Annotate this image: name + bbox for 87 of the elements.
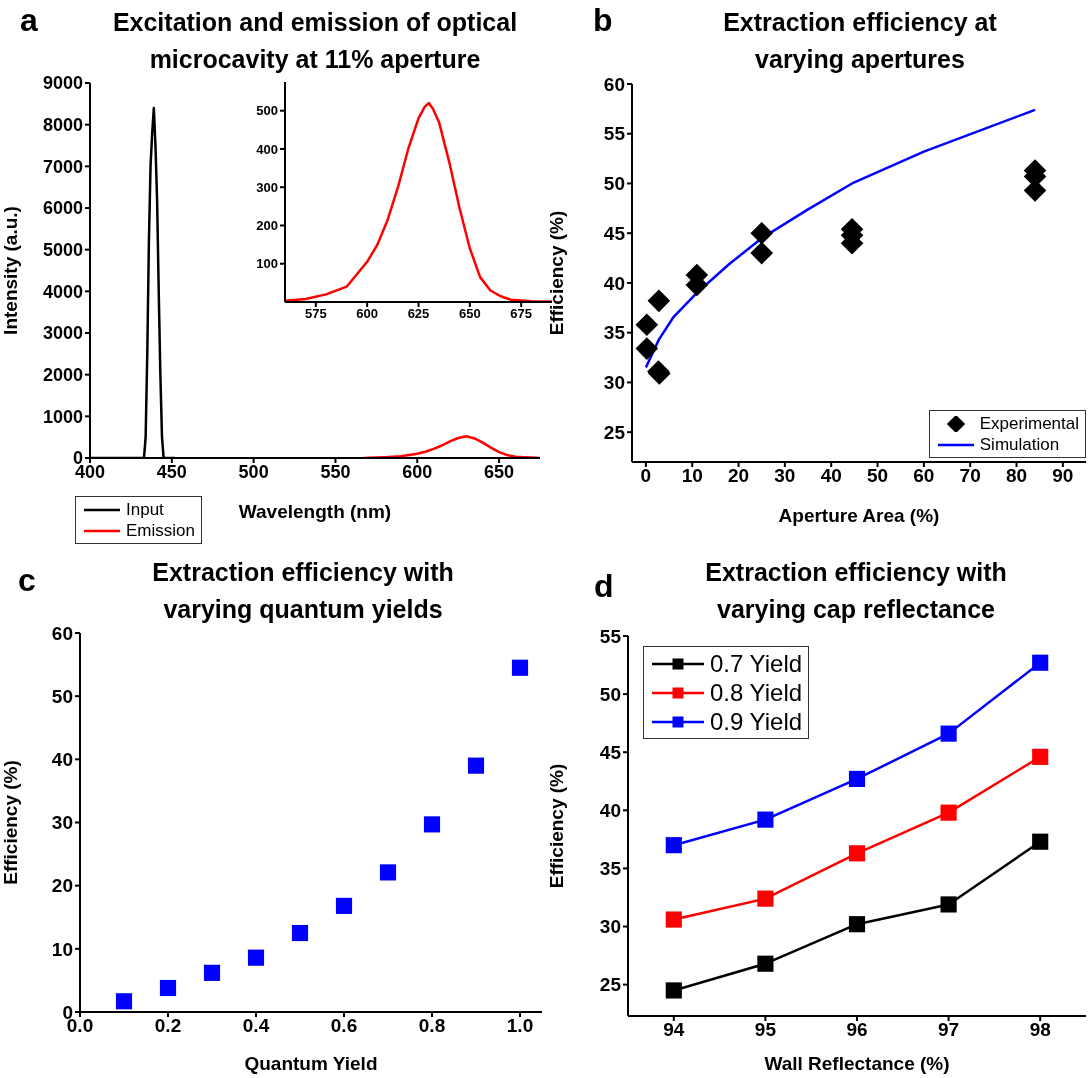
y-axis-title: Efficiency (%) [545, 210, 567, 336]
y-tick-label: 100 [256, 256, 278, 272]
y-axis-title: Efficiency (%) [545, 763, 567, 889]
x-tick-label: 0.8 [418, 1015, 446, 1037]
y-tick-label: 50 [51, 685, 73, 707]
y-tick-label: 8000 [42, 115, 83, 136]
x-axis-title: Quantum Yield [244, 1053, 378, 1074]
y-tick-label: 50 [599, 683, 621, 705]
y-tick-label: 55 [599, 625, 622, 647]
x-tick-label: 600 [356, 306, 379, 322]
y-tick-label: 200 [256, 218, 278, 234]
y-tick-label: 7000 [42, 156, 83, 177]
x-tick-label: 550 [320, 461, 351, 482]
y-tick-label: 1000 [42, 406, 83, 427]
x-tick-label: 625 [407, 306, 430, 322]
y-axis-title: Intensity (a.u.) [0, 206, 21, 335]
x-tick-label: 600 [402, 461, 433, 482]
y-tick-label: 30 [603, 372, 625, 394]
y-tick-label: 400 [256, 141, 278, 157]
legend-label: Simulation [979, 434, 1060, 455]
y-tick-label: 40 [51, 749, 73, 771]
x-tick-label: 40 [820, 465, 842, 487]
legend-label: 0.7 Yield [710, 649, 803, 678]
x-axis-title: Aperture Area (%) [778, 505, 940, 526]
legend-label: 0.9 Yield [710, 707, 803, 736]
y-tick-label: 500 [256, 103, 278, 119]
y-tick-label: 25 [603, 421, 626, 443]
x-tick-label: 98 [1029, 1019, 1051, 1041]
x-tick-label: 30 [774, 465, 796, 487]
x-tick-label: 20 [727, 465, 750, 487]
y-tick-label: 25 [599, 974, 622, 996]
x-tick-label: 650 [458, 306, 481, 322]
legend-label: 0.8 Yield [710, 678, 803, 707]
x-tick-label: 575 [304, 306, 327, 322]
chart-title: Extraction efficiency with varying quantum yields [151, 557, 455, 625]
x-tick-label: 94 [663, 1019, 685, 1041]
x-tick-label: 70 [959, 465, 981, 487]
y-tick-label: 300 [256, 179, 278, 195]
y-tick-label: 6000 [42, 198, 83, 219]
y-tick-label: 9000 [42, 73, 83, 94]
chart-title: Excitation and emission of optical microcavity at 11% aperture [112, 8, 518, 73]
x-tick-label: 0.4 [242, 1015, 270, 1037]
y-tick-label: 30 [599, 916, 621, 938]
text: c [18, 562, 36, 599]
chart-title: Extraction efficiency with varying cap reflectance [704, 557, 1008, 625]
y-tick-label: 60 [603, 73, 625, 95]
legend-label: Input [126, 499, 164, 520]
y-tick-label: 2000 [42, 365, 83, 386]
x-tick-label: 80 [1005, 465, 1028, 487]
y-tick-label: 50 [603, 173, 625, 195]
y-tick-label: 10 [51, 938, 73, 960]
x-tick-label: 95 [754, 1019, 777, 1041]
x-tick-label: 0.6 [330, 1015, 358, 1037]
y-tick-label: 45 [603, 222, 626, 244]
y-tick-label: 40 [599, 800, 621, 822]
y-tick-label: 3000 [42, 323, 83, 344]
x-tick-label: 650 [484, 461, 515, 482]
x-tick-label: 10 [681, 465, 703, 487]
x-tick-label: 60 [913, 465, 935, 487]
x-tick-label: 450 [156, 461, 187, 482]
y-tick-label: 30 [51, 812, 73, 834]
y-tick-label: 20 [51, 875, 73, 897]
x-axis-title: Wavelength (nm) [238, 501, 392, 522]
x-tick-label: 675 [510, 306, 533, 322]
y-axis-title: Efficiency (%) [0, 760, 21, 885]
text: a [20, 2, 38, 39]
text: d [594, 568, 614, 605]
x-tick-label: 1.0 [506, 1015, 534, 1037]
legend-label: Emission [126, 520, 195, 541]
text: b [593, 2, 613, 39]
x-tick-label: 90 [1052, 465, 1074, 487]
y-tick-label: 60 [51, 622, 73, 644]
x-tick-label: 0 [640, 465, 652, 487]
x-tick-label: 50 [866, 465, 889, 487]
chart-title: Extraction efficiency at varying apertures [722, 7, 998, 75]
y-tick-label: 35 [603, 322, 626, 344]
x-tick-label: 96 [846, 1019, 868, 1041]
y-tick-label: 35 [599, 858, 622, 880]
y-tick-label: 40 [603, 272, 625, 294]
legend-label: Experimental [979, 413, 1079, 434]
x-axis-title: Wall Reflectance (%) [764, 1053, 950, 1074]
x-tick-label: 97 [938, 1019, 960, 1041]
x-tick-label: 0.2 [154, 1015, 182, 1037]
y-tick-label: 4000 [42, 281, 83, 302]
y-tick-label: 55 [603, 123, 626, 145]
y-tick-label: 5000 [42, 240, 83, 261]
y-tick-label: 45 [599, 741, 622, 763]
